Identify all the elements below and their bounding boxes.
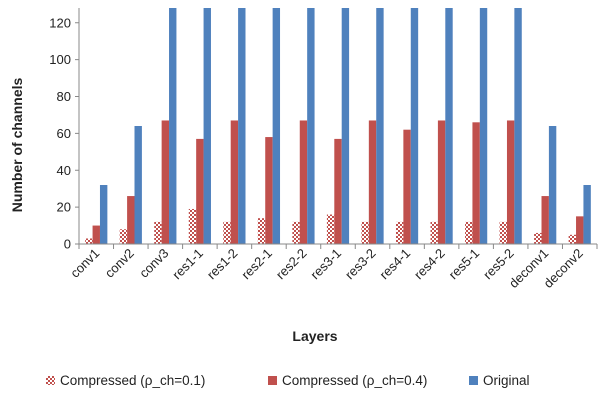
bar [403, 129, 411, 244]
bar [514, 8, 522, 244]
bar [223, 221, 231, 244]
bar [548, 126, 557, 244]
bar [430, 221, 438, 244]
x-tick-label: res1-1 [169, 246, 206, 283]
x-tick-label: res3-1 [307, 246, 344, 283]
x-tick-label: res5-1 [446, 246, 483, 283]
legend-label: Compressed (ρ_ch=0.4) [282, 373, 427, 388]
bar [188, 208, 197, 244]
bar [272, 8, 281, 244]
bar [465, 221, 473, 244]
bar [169, 8, 177, 244]
bar [479, 8, 488, 244]
legend-label: Original [483, 373, 530, 388]
bar [568, 234, 577, 244]
bar [534, 232, 542, 244]
bar [92, 225, 100, 244]
bar [376, 8, 384, 244]
y-tick-label: 80 [57, 89, 71, 104]
x-tick-label: res1-2 [204, 246, 241, 283]
bar [499, 221, 507, 244]
bar [203, 8, 211, 244]
bar [257, 218, 266, 244]
x-tick-label: res2-2 [273, 246, 310, 283]
y-tick-label: 0 [64, 237, 71, 252]
plot-area: 0 20 40 60 80 100 120 conv1 conv2 conv3res1-1res1… [49, 8, 598, 291]
x-axis-title: Layers [292, 328, 337, 344]
bar [334, 138, 342, 244]
bar [230, 120, 239, 244]
bar [99, 185, 108, 244]
legend-swatch [46, 376, 55, 385]
y-tick-label: 20 [57, 200, 71, 215]
bar [541, 196, 549, 244]
bar [326, 214, 335, 244]
bar [341, 8, 350, 244]
y-tick-label: 60 [57, 126, 71, 141]
bar [472, 122, 480, 244]
y-tick-label: 120 [49, 15, 71, 30]
bar [265, 137, 273, 244]
x-tick-label: res3-2 [342, 246, 379, 283]
bar [361, 221, 369, 244]
y-axis-title: Number of channels [9, 78, 25, 213]
legend-swatch [469, 376, 478, 385]
bar [119, 229, 128, 244]
x-tick-label: res4-2 [411, 246, 448, 283]
x-tick-label: conv1 [67, 246, 102, 281]
bar [154, 221, 162, 244]
bar [196, 138, 204, 244]
bar [307, 8, 315, 244]
bar [161, 120, 170, 244]
bar [445, 8, 453, 244]
bar [85, 238, 93, 244]
legend-label: Compressed (ρ_ch=0.1) [60, 373, 205, 388]
bar [410, 8, 419, 244]
bar [368, 120, 377, 244]
y-tick-label: 100 [49, 52, 71, 67]
x-tick-label: res2-1 [238, 246, 275, 283]
bar [576, 216, 584, 244]
bar [238, 8, 246, 244]
bar [134, 126, 142, 244]
legend-swatch [268, 376, 277, 385]
bar [127, 196, 135, 244]
x-tick-label: conv3 [136, 246, 171, 281]
bar [583, 185, 591, 244]
x-tick-label: conv2 [102, 246, 137, 281]
bar [299, 120, 308, 244]
legend: Compressed (ρ_ch=0.1) Compressed (ρ_ch=0.… [46, 373, 530, 388]
bar [292, 221, 300, 244]
x-tick-label: res4-1 [377, 246, 414, 283]
bar [395, 221, 404, 244]
bar [437, 120, 446, 244]
y-tick-label: 40 [57, 163, 71, 178]
bar [506, 120, 515, 244]
